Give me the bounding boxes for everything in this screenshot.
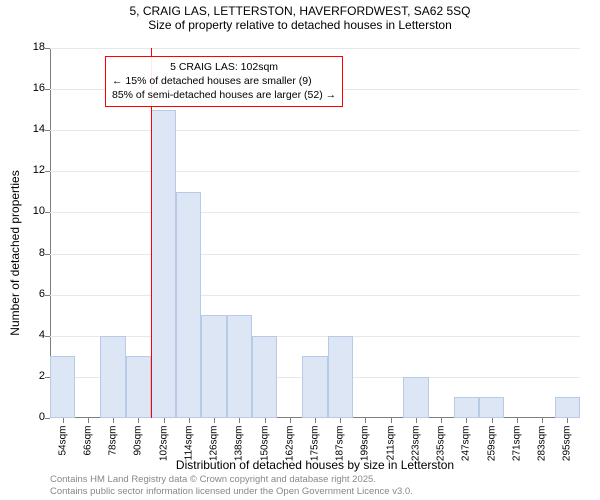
histogram-bar	[100, 336, 125, 418]
histogram-bar	[126, 356, 151, 418]
x-tick-label: 271sqm	[511, 426, 522, 466]
x-tick-label: 150sqm	[259, 426, 270, 466]
y-tick-mark	[45, 212, 50, 213]
y-tick-mark	[45, 171, 50, 172]
footer-line1: Contains HM Land Registry data © Crown c…	[50, 474, 413, 486]
y-tick-label: 2	[15, 370, 45, 382]
histogram-bar	[201, 315, 226, 418]
chart-title-line2: Size of property relative to detached ho…	[0, 18, 600, 32]
callout-box: 5 CRAIG LAS: 102sqm← 15% of detached hou…	[105, 56, 343, 107]
y-gridline	[50, 336, 580, 337]
x-tick-mark	[239, 418, 240, 423]
y-gridline	[50, 254, 580, 255]
x-tick-label: 54sqm	[57, 426, 68, 466]
histogram-bar	[151, 110, 176, 418]
x-tick-mark	[492, 418, 493, 423]
x-tick-mark	[113, 418, 114, 423]
x-tick-mark	[340, 418, 341, 423]
y-tick-mark	[45, 295, 50, 296]
x-tick-mark	[466, 418, 467, 423]
y-tick-mark	[45, 418, 50, 419]
y-tick-mark	[45, 130, 50, 131]
callout-line1: 5 CRAIG LAS: 102sqm	[112, 60, 336, 74]
x-tick-mark	[441, 418, 442, 423]
y-tick-mark	[45, 48, 50, 49]
histogram-bar	[555, 397, 580, 418]
y-gridline	[50, 171, 580, 172]
x-tick-mark	[391, 418, 392, 423]
x-tick-label: 162sqm	[284, 426, 295, 466]
chart-footer: Contains HM Land Registry data © Crown c…	[50, 474, 413, 498]
y-gridline	[50, 130, 580, 131]
histogram-bar	[50, 356, 75, 418]
histogram-bar	[328, 336, 353, 418]
histogram-bar	[479, 397, 504, 418]
chart-title-line1: 5, CRAIG LAS, LETTERSTON, HAVERFORDWEST,…	[0, 4, 600, 18]
x-tick-label: 126sqm	[209, 426, 220, 466]
y-gridline	[50, 295, 580, 296]
x-tick-mark	[542, 418, 543, 423]
x-tick-mark	[214, 418, 215, 423]
x-tick-label: 66sqm	[82, 426, 93, 466]
x-tick-mark	[189, 418, 190, 423]
x-tick-label: 211sqm	[385, 426, 396, 466]
histogram-bar	[302, 356, 327, 418]
callout-line2: ← 15% of detached houses are smaller (9)	[112, 74, 336, 88]
y-tick-label: 18	[15, 41, 45, 53]
x-tick-mark	[365, 418, 366, 423]
histogram-bar	[454, 397, 479, 418]
x-tick-label: 114sqm	[183, 426, 194, 466]
x-tick-label: 223sqm	[410, 426, 421, 466]
y-tick-label: 4	[15, 329, 45, 341]
x-tick-label: 259sqm	[486, 426, 497, 466]
histogram-bar	[403, 377, 428, 418]
chart-title-block: 5, CRAIG LAS, LETTERSTON, HAVERFORDWEST,…	[0, 4, 600, 32]
x-tick-mark	[416, 418, 417, 423]
x-tick-mark	[88, 418, 89, 423]
x-tick-label: 295sqm	[562, 426, 573, 466]
x-tick-mark	[290, 418, 291, 423]
histogram-chart: 5, CRAIG LAS, LETTERSTON, HAVERFORDWEST,…	[0, 0, 600, 500]
callout-line3: 85% of semi-detached houses are larger (…	[112, 88, 336, 102]
histogram-bar	[227, 315, 252, 418]
x-tick-label: 90sqm	[133, 426, 144, 466]
footer-line2: Contains public sector information licen…	[50, 486, 413, 498]
y-tick-label: 8	[15, 247, 45, 259]
x-tick-label: 187sqm	[335, 426, 346, 466]
y-gridline	[50, 48, 580, 49]
y-tick-mark	[45, 89, 50, 90]
x-tick-label: 102sqm	[158, 426, 169, 466]
x-tick-mark	[517, 418, 518, 423]
y-tick-label: 16	[15, 82, 45, 94]
x-tick-mark	[164, 418, 165, 423]
x-tick-label: 247sqm	[461, 426, 472, 466]
x-tick-label: 138sqm	[234, 426, 245, 466]
histogram-bar	[252, 336, 277, 418]
y-tick-label: 14	[15, 123, 45, 135]
y-tick-label: 0	[15, 411, 45, 423]
x-tick-label: 175sqm	[310, 426, 321, 466]
y-tick-label: 10	[15, 205, 45, 217]
x-tick-mark	[315, 418, 316, 423]
y-tick-mark	[45, 336, 50, 337]
y-tick-label: 6	[15, 288, 45, 300]
x-tick-label: 235sqm	[436, 426, 447, 466]
x-tick-mark	[63, 418, 64, 423]
x-tick-mark	[138, 418, 139, 423]
x-tick-label: 199sqm	[360, 426, 371, 466]
x-tick-mark	[265, 418, 266, 423]
y-tick-label: 12	[15, 164, 45, 176]
x-tick-mark	[567, 418, 568, 423]
x-tick-label: 78sqm	[108, 426, 119, 466]
y-tick-mark	[45, 254, 50, 255]
histogram-bar	[176, 192, 201, 418]
y-gridline	[50, 212, 580, 213]
x-tick-label: 283sqm	[537, 426, 548, 466]
